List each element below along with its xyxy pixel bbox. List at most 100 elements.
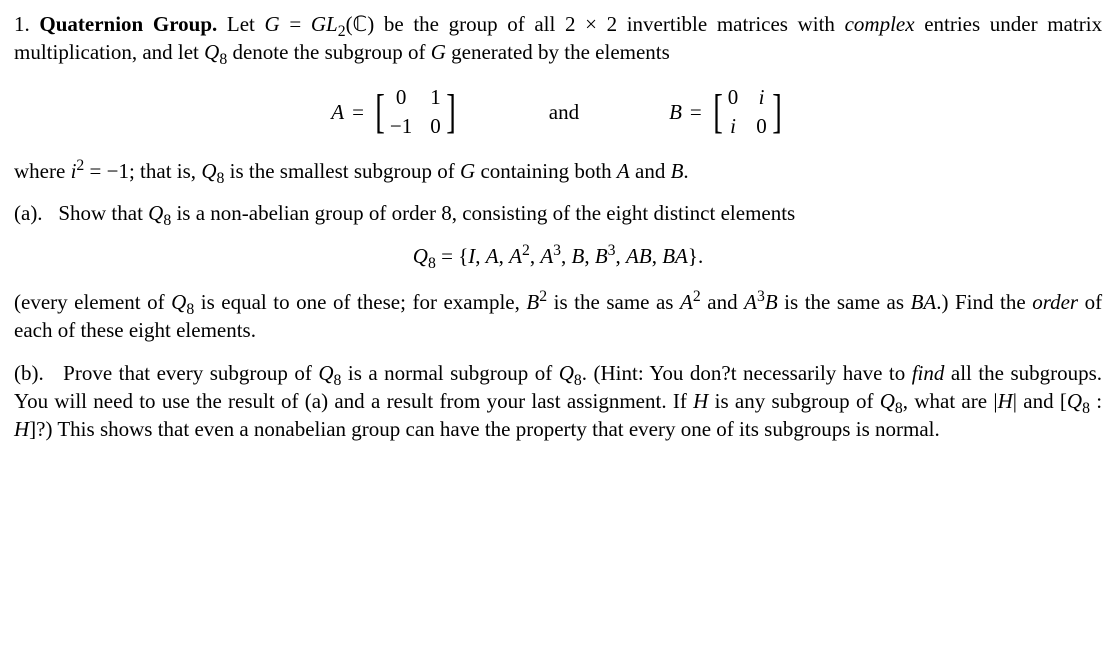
Q8-sub-6: 8 — [574, 372, 582, 389]
set-AB: AB — [626, 244, 652, 268]
Q8-sub-2: 8 — [216, 170, 224, 187]
B2-sup: 2 — [539, 288, 547, 305]
GL-text: GL — [311, 12, 338, 36]
where-and: and — [635, 159, 665, 183]
GL-sub: 2 — [338, 23, 346, 40]
find-word: find — [912, 361, 945, 385]
B-01: i — [756, 85, 767, 110]
c1: , — [475, 244, 486, 268]
pb-text7: and — [1023, 389, 1053, 413]
c5: , — [584, 244, 595, 268]
pa-text3-same: is the same as — [554, 290, 674, 314]
complex-word: complex — [845, 12, 915, 36]
pb-text8: This shows that even a nonabelian group … — [57, 417, 939, 441]
B-11: 0 — [756, 114, 767, 139]
B-matrix-content: 0 i i 0 — [728, 85, 767, 139]
matrix-A: A = [ 0 1 −1 0 ] — [331, 85, 458, 139]
i-sup: 2 — [76, 157, 84, 174]
bracket-left-icon-2: [ — [713, 93, 723, 131]
matrix-row: A = [ 0 1 −1 0 ] and B = [ 0 i i 0 ] — [331, 85, 784, 139]
A-eq: = — [352, 98, 364, 126]
Q8-sub: 8 — [219, 52, 227, 69]
part-a-text1: Show that — [58, 201, 143, 225]
set-BA: BA — [662, 244, 688, 268]
A3B-B: B — [765, 290, 778, 314]
where-clause: where i2 = −1; that is, Q8 is the smalle… — [14, 157, 1102, 185]
where-prefix: where — [14, 159, 65, 183]
pa-text3-mid: is equal to one of these; for example, — [201, 290, 520, 314]
where-text1: is the smallest subgroup of — [230, 159, 455, 183]
Q8-var-6: Q — [559, 361, 574, 385]
set-A2: A — [509, 244, 522, 268]
B-label: B — [669, 98, 682, 126]
intro-text-4: denote the subgroup of — [232, 40, 425, 64]
set-A3-sup: 3 — [553, 242, 561, 259]
set-A2-sup: 2 — [522, 242, 530, 259]
c6: , — [616, 244, 627, 268]
Q8-var-5: Q — [318, 361, 333, 385]
pa-text3-end: .) Find the — [936, 290, 1025, 314]
part-a-label: (a). — [14, 201, 43, 225]
Q8-var-3: Q — [148, 201, 163, 225]
set-A: A — [486, 244, 499, 268]
c2: , — [499, 244, 510, 268]
B2-var: B — [526, 290, 539, 314]
B-var: B — [671, 159, 684, 183]
intro-text-2: be the group of all 2 × 2 invertible mat… — [384, 12, 835, 36]
set-B3-sup: 3 — [608, 242, 616, 259]
A-01: 1 — [430, 85, 441, 110]
Q8-var-2: Q — [201, 159, 216, 183]
where-text2: containing both — [480, 159, 611, 183]
problem-number: 1. — [14, 12, 30, 36]
H-var: H — [693, 389, 708, 413]
set-close-brace: }. — [688, 244, 703, 268]
pb-text5: is any subgroup of — [715, 389, 874, 413]
A-matrix-content: 0 1 −1 0 — [390, 85, 441, 139]
set-display: Q8 = {I, A, A2, A3, B, B3, AB, BA}. — [14, 242, 1102, 270]
A-11: 0 — [430, 114, 441, 139]
part-a-para2: (every element of Q8 is equal to one of … — [14, 288, 1102, 345]
Q8-sub-7: 8 — [895, 400, 903, 417]
part-b-label: (b). — [14, 361, 44, 385]
set-A3: A — [540, 244, 553, 268]
intro-text-1: Let — [227, 12, 255, 36]
A-10: −1 — [390, 114, 412, 139]
G-var: G — [265, 12, 280, 36]
Q8-sub-5: 8 — [334, 372, 342, 389]
eq-neg1: = −1; that is, — [90, 159, 197, 183]
bracket-right-icon: ] — [446, 93, 456, 131]
bracket-right-icon-2: ] — [772, 93, 782, 131]
set-B3: B — [595, 244, 608, 268]
set-open-brace: { — [458, 244, 468, 268]
A-00: 0 — [390, 85, 412, 110]
intro-text-5: generated by the elements — [451, 40, 670, 64]
set-lhs: Q — [413, 244, 428, 268]
Q8-sub-3: 8 — [163, 213, 171, 230]
part-a-para: (a). Show that Q8 is a non-abelian group… — [14, 199, 1102, 227]
BA-var: BA — [911, 290, 937, 314]
Q8-var-4: Q — [171, 290, 186, 314]
Q8-sub-4: 8 — [186, 301, 194, 318]
eq-sign: = — [289, 12, 310, 36]
pb-text6: , what are — [903, 389, 987, 413]
c7: , — [652, 244, 663, 268]
matrix-display: A = [ 0 1 −1 0 ] and B = [ 0 i i 0 ] — [14, 85, 1102, 139]
G-var-2: G — [431, 40, 446, 64]
B-00: 0 — [728, 85, 739, 110]
pa-text3-prefix: (every element of — [14, 290, 165, 314]
problem-title: Quaternion Group. — [39, 12, 217, 36]
set-lhs-sub: 8 — [428, 255, 436, 272]
pa-text3-and: and — [707, 290, 737, 314]
set-B: B — [572, 244, 585, 268]
c4: , — [561, 244, 572, 268]
problem-intro: 1. Quaternion Group. Let G = GL2(ℂ) be t… — [14, 10, 1102, 67]
B-eq: = — [690, 98, 702, 126]
part-b-para: (b). Prove that every subgroup of Q8 is … — [14, 359, 1102, 444]
Q8-var-7: Q — [880, 389, 895, 413]
abs-H: |H| — [993, 389, 1017, 413]
bracket-left-icon: [ — [375, 93, 385, 131]
GL-field: (ℂ) — [346, 12, 375, 36]
order-word: order — [1032, 290, 1078, 314]
part-a-text2: is a non-abelian group of order 8, consi… — [176, 201, 795, 225]
A-label: A — [331, 98, 344, 126]
